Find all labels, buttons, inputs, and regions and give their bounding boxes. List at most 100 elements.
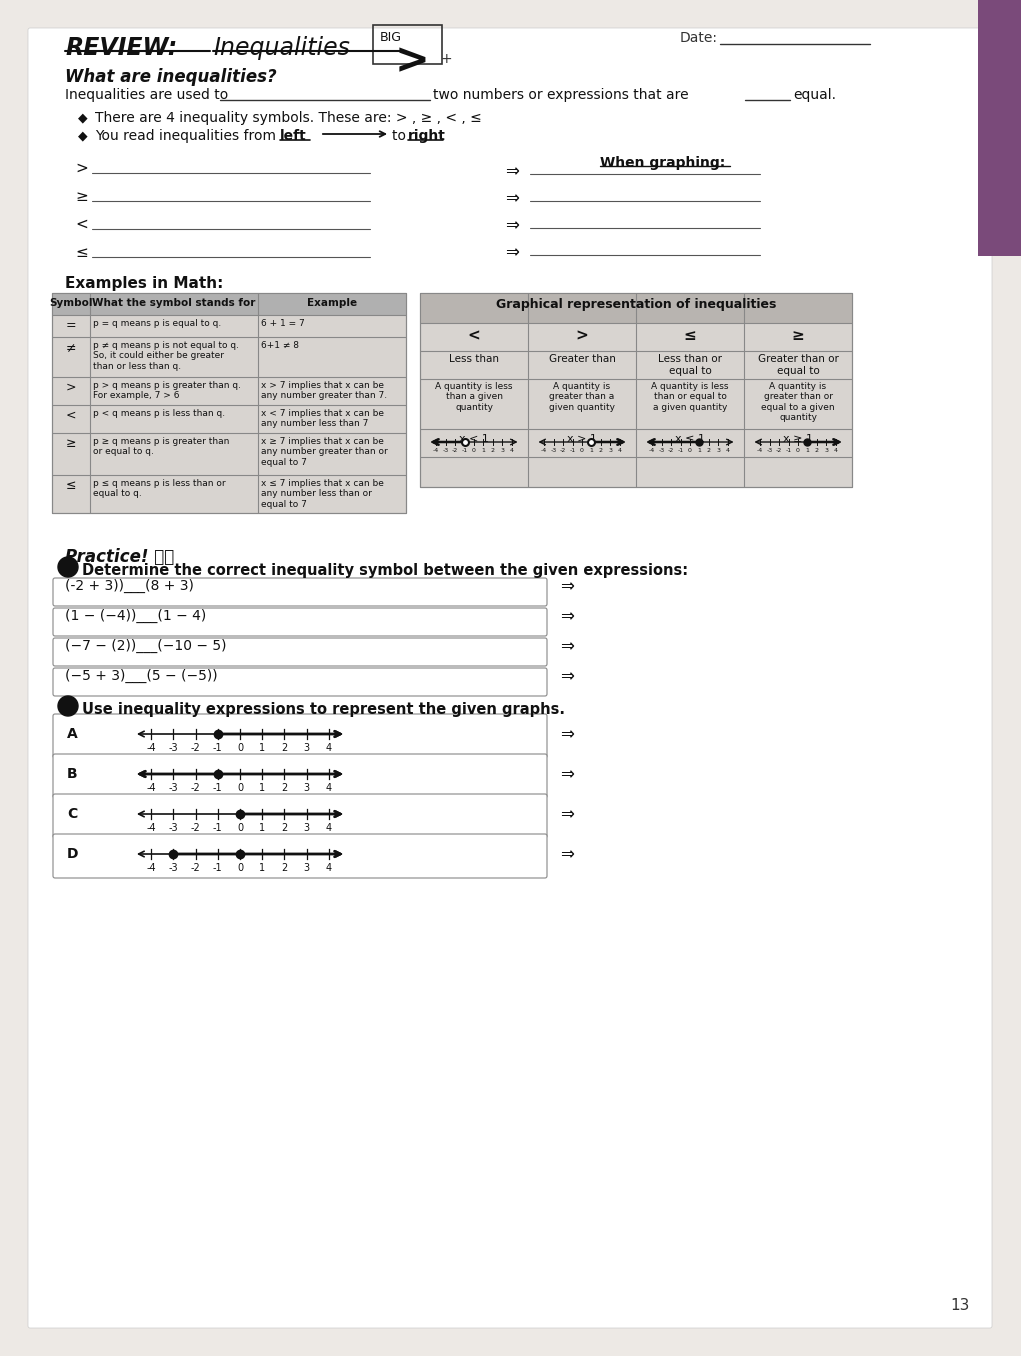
FancyBboxPatch shape bbox=[53, 669, 547, 696]
Text: x ≥ 7 implies that x can be
any number greater than or
equal to 7: x ≥ 7 implies that x can be any number g… bbox=[261, 437, 388, 466]
FancyBboxPatch shape bbox=[978, 0, 1021, 256]
Text: ≤: ≤ bbox=[684, 328, 696, 343]
Text: -2: -2 bbox=[560, 447, 567, 453]
Text: 2: 2 bbox=[282, 823, 288, 833]
Text: -2: -2 bbox=[191, 823, 200, 833]
Text: -3: -3 bbox=[659, 447, 665, 453]
Text: 0: 0 bbox=[796, 447, 799, 453]
Text: Less than or
equal to: Less than or equal to bbox=[658, 354, 722, 376]
Text: ≥: ≥ bbox=[75, 188, 88, 203]
Text: There are 4 inequality symbols. These are: > , ≥ , < , ≤: There are 4 inequality symbols. These ar… bbox=[95, 111, 482, 125]
Text: p ≤ q means p is less than or
equal to q.: p ≤ q means p is less than or equal to q… bbox=[93, 479, 226, 499]
Text: x < 1: x < 1 bbox=[459, 434, 489, 443]
Text: ⇒: ⇒ bbox=[560, 845, 574, 862]
Text: 13: 13 bbox=[951, 1298, 970, 1313]
Text: -4: -4 bbox=[541, 447, 547, 453]
Text: 3: 3 bbox=[824, 447, 828, 453]
Text: Example: Example bbox=[307, 298, 357, 308]
Text: B: B bbox=[67, 767, 78, 781]
Text: Inequalities: Inequalities bbox=[213, 37, 350, 60]
Text: -1: -1 bbox=[570, 447, 576, 453]
Text: -1: -1 bbox=[785, 447, 791, 453]
Text: 2: 2 bbox=[599, 447, 602, 453]
Text: Less than: Less than bbox=[449, 354, 499, 363]
Text: 4: 4 bbox=[63, 700, 72, 712]
Text: -4: -4 bbox=[146, 823, 156, 833]
Text: (−5 + 3)___(5 − (−5)): (−5 + 3)___(5 − (−5)) bbox=[65, 669, 217, 683]
Text: ⇒: ⇒ bbox=[505, 188, 519, 207]
Text: Examples in Math:: Examples in Math: bbox=[65, 277, 224, 292]
Text: 2: 2 bbox=[491, 447, 495, 453]
Text: x ≥ 1: x ≥ 1 bbox=[783, 434, 813, 443]
Text: 1: 1 bbox=[259, 782, 265, 793]
Text: 1: 1 bbox=[589, 447, 593, 453]
Text: 0: 0 bbox=[472, 447, 476, 453]
Text: -2: -2 bbox=[776, 447, 782, 453]
Text: Determine the correct inequality symbol between the given expressions:: Determine the correct inequality symbol … bbox=[82, 563, 688, 578]
Text: 3: 3 bbox=[63, 560, 72, 574]
Text: ⇒: ⇒ bbox=[505, 243, 519, 260]
Text: 3: 3 bbox=[303, 743, 309, 753]
Text: ◆: ◆ bbox=[78, 111, 88, 123]
Text: (−7 − (2))___(−10 − 5): (−7 − (2))___(−10 − 5) bbox=[65, 639, 227, 654]
FancyBboxPatch shape bbox=[52, 293, 406, 513]
Text: >: > bbox=[75, 161, 88, 176]
Text: Greater than: Greater than bbox=[548, 354, 616, 363]
FancyBboxPatch shape bbox=[52, 293, 406, 315]
Text: -2: -2 bbox=[191, 782, 200, 793]
FancyBboxPatch shape bbox=[53, 607, 547, 636]
Text: 6+1 ≠ 8: 6+1 ≠ 8 bbox=[261, 340, 299, 350]
Text: x ≤ 1: x ≤ 1 bbox=[675, 434, 704, 443]
Text: x < 7 implies that x can be
any number less than 7: x < 7 implies that x can be any number l… bbox=[261, 410, 384, 428]
Text: ⇒: ⇒ bbox=[560, 725, 574, 743]
Text: p = q means p is equal to q.: p = q means p is equal to q. bbox=[93, 319, 222, 328]
Text: 4: 4 bbox=[326, 823, 332, 833]
Text: -1: -1 bbox=[213, 862, 223, 873]
Text: -4: -4 bbox=[146, 743, 156, 753]
Text: p < q means p is less than q.: p < q means p is less than q. bbox=[93, 410, 225, 418]
Text: ≤: ≤ bbox=[75, 245, 88, 260]
FancyBboxPatch shape bbox=[53, 639, 547, 666]
Text: 0: 0 bbox=[688, 447, 692, 453]
Text: ⇒: ⇒ bbox=[560, 667, 574, 685]
Text: -3: -3 bbox=[168, 743, 178, 753]
Text: Use inequality expressions to represent the given graphs.: Use inequality expressions to represent … bbox=[82, 702, 565, 717]
Text: x > 7 implies that x can be
any number greater than 7.: x > 7 implies that x can be any number g… bbox=[261, 381, 387, 400]
Text: 4: 4 bbox=[726, 447, 730, 453]
Text: -4: -4 bbox=[433, 447, 439, 453]
Text: 3: 3 bbox=[303, 782, 309, 793]
Text: 2: 2 bbox=[282, 743, 288, 753]
Text: (-2 + 3))___(8 + 3): (-2 + 3))___(8 + 3) bbox=[65, 579, 194, 593]
Text: >: > bbox=[395, 39, 430, 81]
Text: -4: -4 bbox=[758, 447, 764, 453]
Text: -3: -3 bbox=[442, 447, 449, 453]
FancyBboxPatch shape bbox=[53, 754, 547, 797]
Text: ◆: ◆ bbox=[78, 129, 88, 142]
Text: 3: 3 bbox=[303, 823, 309, 833]
Text: 6 + 1 = 7: 6 + 1 = 7 bbox=[261, 319, 304, 328]
Text: 0: 0 bbox=[237, 782, 243, 793]
Text: ≥: ≥ bbox=[65, 437, 77, 450]
Text: ≥: ≥ bbox=[791, 328, 805, 343]
Text: When graphing:: When graphing: bbox=[600, 156, 725, 170]
Text: -2: -2 bbox=[191, 743, 200, 753]
Text: ⇒: ⇒ bbox=[505, 161, 519, 180]
Text: Inequalities are used to: Inequalities are used to bbox=[65, 88, 229, 102]
Text: 4: 4 bbox=[326, 743, 332, 753]
Text: ⇒: ⇒ bbox=[560, 765, 574, 782]
Text: -3: -3 bbox=[550, 447, 556, 453]
FancyBboxPatch shape bbox=[53, 834, 547, 877]
Text: -1: -1 bbox=[213, 782, 223, 793]
Text: 1: 1 bbox=[482, 447, 485, 453]
Text: <: < bbox=[65, 410, 77, 422]
Text: 4: 4 bbox=[326, 782, 332, 793]
Text: 1: 1 bbox=[806, 447, 810, 453]
Text: 0: 0 bbox=[237, 823, 243, 833]
FancyBboxPatch shape bbox=[420, 293, 852, 487]
Text: x > 1: x > 1 bbox=[567, 434, 597, 443]
Text: 4: 4 bbox=[326, 862, 332, 873]
Text: What are inequalities?: What are inequalities? bbox=[65, 68, 277, 85]
Text: 2: 2 bbox=[282, 782, 288, 793]
Text: -1: -1 bbox=[213, 823, 223, 833]
Text: 1: 1 bbox=[697, 447, 701, 453]
